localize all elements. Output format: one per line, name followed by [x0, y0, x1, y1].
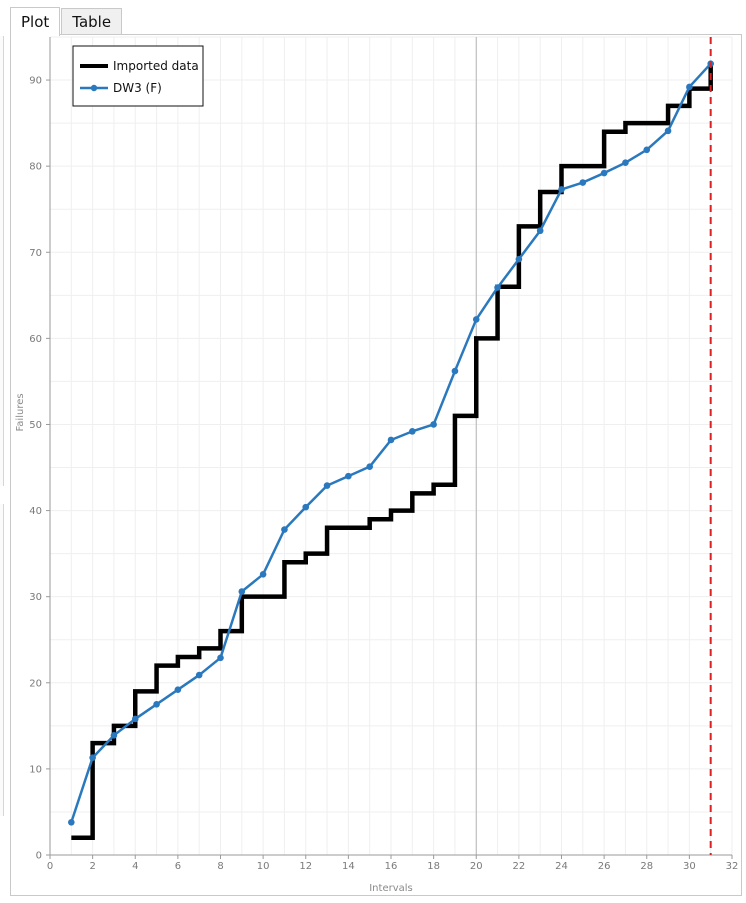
y-tick-label: 60 [29, 334, 42, 345]
series-dw3-point [600, 169, 608, 177]
series-dw3-point [89, 754, 96, 762]
y-tick-label: 80 [29, 162, 42, 173]
x-tick-label: 18 [427, 861, 440, 872]
series-dw3-point [643, 146, 651, 154]
x-tick-label: 32 [726, 861, 739, 872]
series-dw3-point [217, 654, 224, 662]
left-panel-edge-lower [0, 504, 4, 816]
series-imported-data-step [71, 62, 713, 841]
x-tick-label: 4 [132, 861, 138, 872]
x-tick-label: 28 [640, 861, 653, 872]
axes: 0 2 4 6 8 10 12 14 16 18 20 22 24 26 28 30 3201020304050… [29, 37, 738, 872]
left-panel-edge [0, 36, 4, 486]
series-dw3-point [174, 686, 182, 693]
series-dw3-point [195, 671, 203, 679]
x-tick-label: 22 [513, 861, 526, 872]
legend-label-imported: Imported data [113, 59, 199, 73]
x-tick-label: 24 [555, 861, 568, 872]
plot-panel: 0 2 4 6 8 10 12 14 16 18 20 22 24 26 28 30 32 0 10 20 30 40 50… [10, 34, 742, 896]
series-dw3-point [494, 284, 501, 291]
x-tick-label: 16 [385, 861, 398, 872]
series-dw3-point [131, 715, 139, 723]
y-axis-title: Failures [15, 393, 26, 431]
series-dw3-point [664, 127, 672, 135]
series-dw3-point [686, 83, 693, 91]
legend: Imported data DW3 (F) [72, 45, 204, 107]
series-dw3-point [472, 316, 480, 323]
series-layer [68, 37, 714, 855]
series-dw3-point [536, 227, 544, 235]
series-dw3-point [153, 701, 160, 708]
x-axis-title: Intervals [369, 883, 413, 894]
series-dw3-point [68, 818, 75, 826]
series-dw3-point [409, 428, 416, 435]
series-dw3-point [110, 732, 118, 739]
series-dw3-point [281, 526, 288, 533]
y-tick-label: 90 [29, 76, 42, 87]
series-dw3-point [515, 255, 523, 263]
y-tick-label: 0 [36, 851, 42, 862]
x-tick-label: 8 [217, 861, 223, 872]
series-dw3-point [451, 367, 459, 375]
series-dw3-point [558, 186, 565, 193]
y-tick-label: 30 [29, 592, 42, 603]
series-dw3-point [387, 436, 395, 444]
series-dw3-point [259, 570, 267, 578]
series-dw3-point [430, 421, 437, 428]
series-dw3-point [238, 588, 246, 595]
series-dw3-point [366, 463, 373, 470]
legend-box [72, 45, 204, 107]
series-dw3-point [302, 503, 310, 511]
x-tick-label: 6 [175, 861, 181, 872]
tab-table[interactable]: Table [61, 8, 123, 35]
tab-bar: Plot Table [10, 7, 123, 36]
x-tick-label: 14 [342, 861, 355, 872]
tab-plot[interactable]: Plot [10, 7, 61, 36]
x-tick-label: 10 [257, 861, 270, 872]
grid [49, 36, 733, 856]
x-tick-label: 26 [598, 861, 611, 872]
series-dw3-point [345, 472, 352, 480]
x-tick-label: 20 [470, 861, 483, 872]
series-dw3-point [622, 159, 629, 167]
x-tick-label: 2 [89, 861, 95, 872]
series-dw3-point [323, 482, 331, 489]
legend-marker-dw3 [90, 84, 98, 92]
legend-label-dw3: DW3 (F) [113, 81, 162, 95]
x-tick-label: 30 [683, 861, 696, 872]
series-dw3-point [579, 179, 587, 186]
y-tick-label: 50 [29, 420, 42, 431]
y-tick-label: 10 [29, 764, 42, 775]
x-tick-label: 0 [47, 861, 53, 872]
chart: 0 2 4 6 8 10 12 14 16 18 20 22 24 26 28 30 3201020304050… [15, 36, 738, 894]
y-tick-label: 40 [29, 506, 42, 517]
y-tick-label: 70 [29, 248, 42, 259]
y-tick-label: 20 [29, 678, 42, 689]
x-tick-label: 12 [299, 861, 312, 872]
